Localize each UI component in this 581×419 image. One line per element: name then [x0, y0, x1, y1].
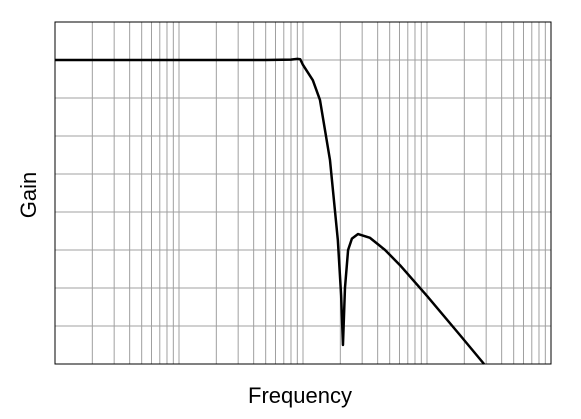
y-axis-label: Gain	[16, 172, 41, 218]
x-axis-label: Frequency	[248, 383, 352, 408]
plot-frame	[54, 21, 552, 365]
line-series	[55, 57, 485, 365]
